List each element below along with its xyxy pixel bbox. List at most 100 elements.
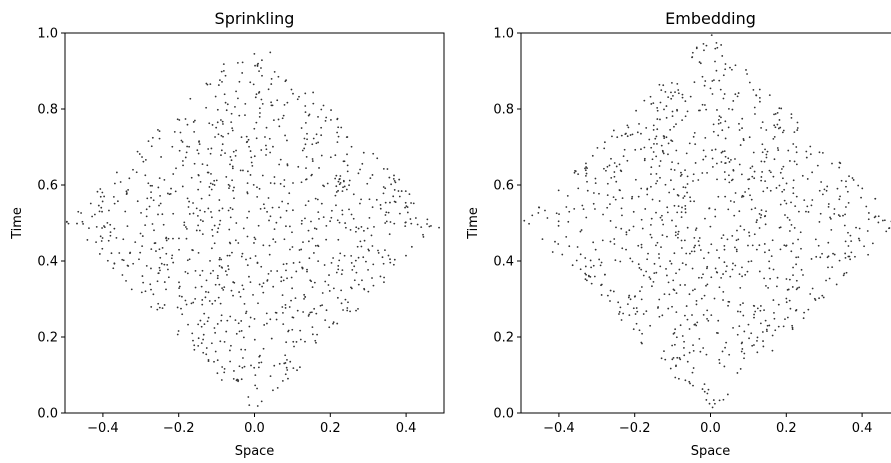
data-point [765,129,768,131]
data-point [322,216,325,219]
data-point [704,137,707,139]
data-point [741,275,743,278]
data-point [278,125,281,128]
data-point [684,169,686,172]
y-tick-label: 0.0 [493,407,514,422]
data-point [191,332,194,335]
data-point [404,206,406,209]
data-point [702,273,704,276]
data-point [136,200,139,203]
data-point [631,197,633,200]
data-point [221,120,224,123]
data-point [265,154,267,156]
data-point [151,136,154,139]
data-point [638,329,641,332]
data-point [760,209,763,212]
data-point [779,203,782,206]
data-point [568,245,571,248]
data-point [219,302,222,305]
data-point [285,209,288,212]
data-point [802,274,804,276]
data-point [398,195,401,198]
data-point [764,180,767,183]
data-point [769,277,771,280]
data-point [157,302,160,305]
data-point [692,384,694,387]
data-point [187,323,189,326]
data-point [422,233,424,236]
data-point [312,91,315,94]
data-point [327,284,330,286]
data-point [298,249,301,251]
data-point [232,294,234,297]
data-point [655,271,658,274]
data-point [629,257,632,260]
data-point [119,181,122,183]
data-point [694,143,697,146]
data-point [186,272,189,275]
data-point [320,108,323,111]
data-point [254,64,256,67]
data-point [750,332,753,335]
data-point [165,239,168,242]
data-point [208,186,211,188]
data-point [348,184,350,187]
data-point [231,167,234,170]
data-point [594,248,597,251]
data-point [652,124,655,127]
data-point [243,302,246,305]
y-tick-label: 0.6 [37,179,58,194]
data-point [845,180,847,183]
data-point [673,204,676,207]
data-point [244,348,247,351]
data-point [672,279,675,282]
data-point [738,163,741,166]
data-point [307,240,310,243]
data-point [150,248,153,251]
data-point [633,295,636,298]
data-point [223,340,226,343]
data-point [226,103,229,106]
data-point [649,233,652,236]
data-point [814,238,817,241]
data-point [163,304,166,306]
data-point [224,152,226,155]
data-point [172,173,175,175]
data-point [831,266,834,269]
data-point [811,199,814,201]
data-point [249,281,252,284]
data-point [677,162,680,165]
data-point [727,300,730,303]
data-point [743,357,745,360]
data-point [284,354,287,357]
data-point [770,255,773,258]
data-point [885,230,888,233]
data-point [684,100,687,103]
data-point [846,190,849,193]
data-point [626,159,629,162]
data-point [228,254,231,257]
data-point [149,283,152,286]
data-point [304,217,306,220]
data-point [398,212,401,215]
data-point [221,266,224,269]
data-point [713,402,716,405]
data-point [156,308,159,311]
data-point [602,213,604,216]
data-point [197,344,200,347]
data-point [677,230,680,233]
data-point [693,250,696,253]
data-point [710,314,713,317]
data-point [855,226,857,229]
data-point [651,285,653,288]
data-point [397,190,400,192]
data-point [335,185,338,188]
data-point [643,146,646,149]
data-point [661,149,664,152]
data-point [710,276,713,279]
data-point [700,276,703,279]
data-point [759,309,762,312]
data-point [197,224,200,227]
data-point [756,307,759,310]
data-point [163,178,166,181]
